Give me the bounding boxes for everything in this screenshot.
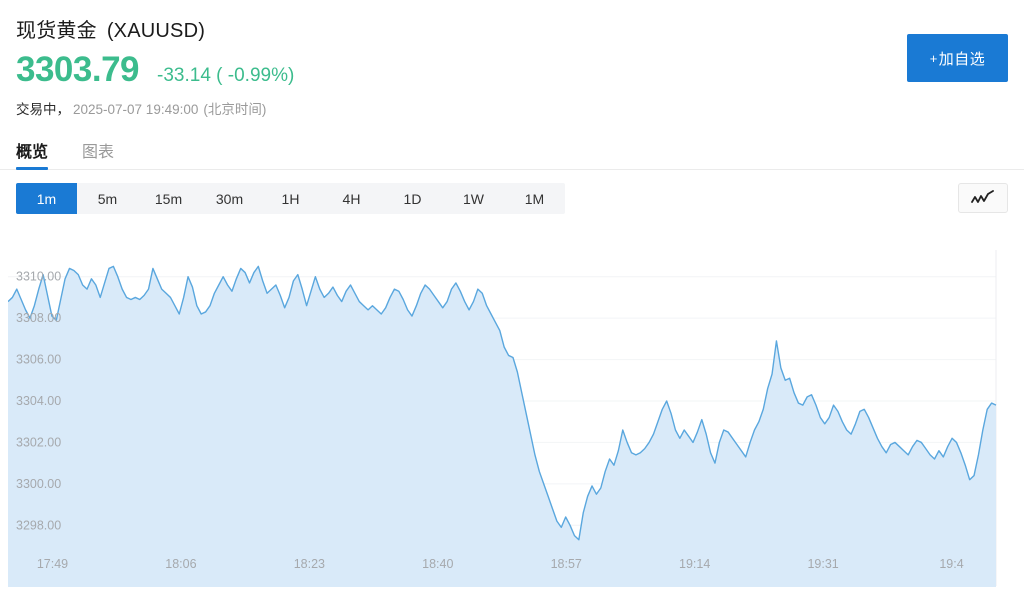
section-tabs: 概览 图表	[0, 136, 1024, 170]
status-timestamp: 2025-07-07 19:49:00	[73, 102, 199, 117]
status-state: 交易中，	[16, 102, 70, 117]
timeframe-5m[interactable]: 5m	[97, 190, 118, 207]
chart-line-series	[8, 265, 997, 541]
page-title: 现货黄金 (XAUUSD)	[16, 14, 1008, 43]
timeframe-1M[interactable]: 1M	[524, 190, 545, 207]
svg-text:3306.00: 3306.00	[16, 353, 61, 367]
last-price: 3303.79	[16, 50, 140, 89]
chart-type-button[interactable]	[958, 183, 1008, 213]
svg-text:3302.00: 3302.00	[16, 435, 61, 449]
svg-text:3298.00: 3298.00	[16, 518, 61, 532]
status-timezone: (北京时间)	[203, 102, 267, 117]
quote-header: 现货黄金 (XAUUSD) 3303.79 -33.14 ( -0.99%) 交…	[0, 0, 1024, 118]
add-to-watchlist-label: 加自选	[938, 50, 986, 68]
svg-text:3310.00: 3310.00	[16, 270, 61, 284]
add-to-watchlist-button[interactable]: + 加自选	[907, 34, 1008, 82]
svg-text:18:06: 18:06	[165, 557, 196, 571]
price-summary: 3303.79 -33.14 ( -0.99%)	[16, 52, 1008, 87]
market-status: 交易中， 2025-07-07 19:49:00 (北京时间)	[16, 98, 1008, 118]
chart-area-fill	[8, 266, 996, 587]
svg-text:19:31: 19:31	[807, 557, 838, 571]
svg-text:19:14: 19:14	[679, 557, 710, 571]
svg-text:19:4: 19:4	[939, 557, 963, 571]
price-chart[interactable]: 3310.00 3308.00 3306.00 3304.00 3302.00 3300.…	[8, 250, 1016, 587]
plus-icon: +	[929, 50, 938, 66]
tab-chart[interactable]: 图表	[82, 144, 115, 161]
timeframe-1w[interactable]: 1W	[463, 190, 484, 207]
svg-text:3304.00: 3304.00	[16, 394, 61, 408]
svg-text:18:57: 18:57	[551, 557, 582, 571]
svg-text:3308.00: 3308.00	[16, 311, 61, 325]
timeframe-15m[interactable]: 15m	[154, 190, 183, 207]
timeframe-4h[interactable]: 4H	[342, 190, 361, 207]
chart-y-axis-labels: 3310.00 3308.00 3306.00 3304.00 3302.00 3300.…	[16, 270, 61, 533]
timeframe-group: 1m 5m 15m 30m 1H 4H 1D 1W 1M	[16, 183, 565, 214]
svg-text:18:40: 18:40	[422, 557, 453, 571]
chart-x-axis-labels: 17:49 18:06 18:23 18:40 18:57 19:14 19:31 19:4	[37, 557, 964, 571]
instrument-name: 现货黄金	[16, 20, 97, 42]
tab-overview[interactable]: 概览	[16, 145, 49, 170]
instrument-symbol: (XAUUSD)	[106, 20, 206, 42]
svg-text:17:49: 17:49	[37, 557, 68, 571]
timeframe-1m[interactable]: 1m	[16, 183, 77, 214]
line-chart-icon	[971, 190, 994, 203]
timeframe-30m[interactable]: 30m	[215, 190, 244, 207]
timeframe-1d[interactable]: 1D	[403, 190, 422, 207]
timeframe-1h[interactable]: 1H	[281, 190, 300, 207]
price-change: -33.14 ( -0.99%)	[157, 65, 295, 86]
timeframe-bar: 1m 5m 15m 30m 1H 4H 1D 1W 1M	[16, 183, 1008, 214]
svg-text:18:23: 18:23	[294, 557, 325, 571]
price-chart-svg[interactable]: 3310.00 3308.00 3306.00 3304.00 3302.00 3300.…	[8, 250, 1016, 587]
svg-text:3300.00: 3300.00	[16, 477, 61, 491]
